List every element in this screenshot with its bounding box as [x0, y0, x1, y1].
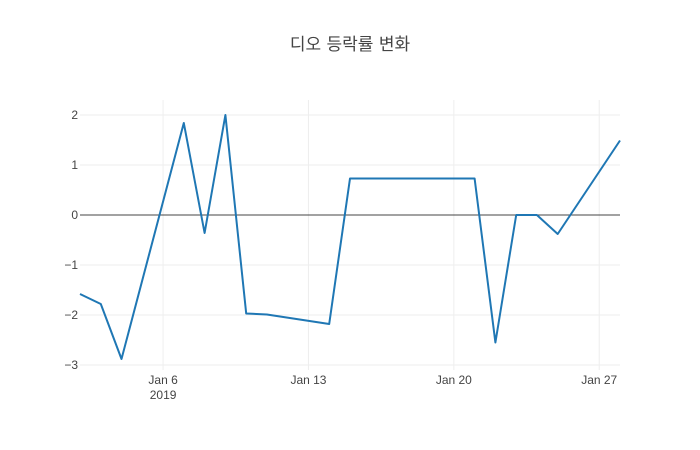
x-tick-label: Jan 13: [290, 373, 326, 387]
x-tick-label: Jan 27: [581, 373, 617, 387]
x-tick-label: Jan 20: [436, 373, 472, 387]
x-gridlines: [162, 100, 600, 370]
y-tick-label: 0: [71, 208, 78, 222]
y-tick-label: 1: [71, 158, 78, 172]
y-gridlines: [80, 114, 620, 366]
x-tick-sublabel: 2019: [150, 388, 177, 402]
y-tick-label: −3: [64, 358, 78, 372]
y-tick-label: 2: [71, 108, 78, 122]
y-axis: 2 1 0 −1 −2 −3: [64, 108, 78, 372]
chart-title: 디오 등락률 변화: [290, 35, 411, 55]
series-line: [79, 114, 621, 360]
y-tick-label: −2: [64, 308, 78, 322]
plot-area: [79, 114, 621, 360]
x-tick-label: Jan 6: [148, 373, 178, 387]
y-tick-label: −1: [64, 258, 78, 272]
